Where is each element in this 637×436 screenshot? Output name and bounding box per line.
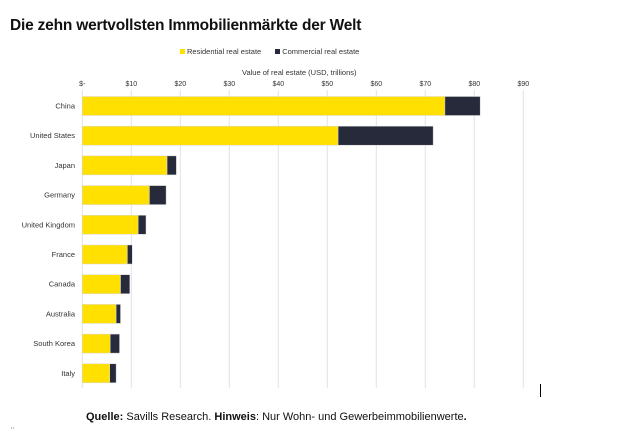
bar-residential — [82, 304, 117, 324]
x-tick-label: $60 — [370, 81, 382, 88]
bar-commercial — [137, 215, 147, 235]
legend-label-residential: Residential real estate — [187, 47, 262, 56]
legend-swatch-residential — [180, 49, 185, 54]
y-category-label: Germany — [44, 191, 75, 200]
bar-commercial — [127, 244, 133, 265]
y-category-label: France — [52, 250, 75, 259]
bar-residential — [82, 185, 150, 205]
y-category-label: China — [55, 102, 75, 111]
legend-label-commercial: Commercial real estate — [282, 47, 360, 56]
footer-end: . — [463, 411, 467, 423]
stray-mark: ¨ — [11, 426, 14, 436]
x-tick-label: $20 — [174, 81, 186, 88]
y-category-label: Japan — [55, 161, 75, 170]
x-tick-label: $40 — [272, 81, 284, 88]
legend-item-commercial: Commercial real estate — [275, 47, 359, 56]
x-tick-label: $10 — [125, 81, 137, 88]
bar-commercial — [337, 125, 434, 146]
legend: Residential real estate Commercial real … — [180, 47, 359, 56]
chart-title: Die zehn wertvollsten Immobilienmärkte d… — [10, 17, 362, 34]
bar-commercial — [149, 185, 167, 205]
legend-item-residential: Residential real estate — [180, 47, 261, 56]
x-tick-label: $80 — [468, 81, 480, 88]
bar-residential — [82, 96, 446, 116]
x-tick-label: $- — [79, 81, 86, 88]
bar-commercial — [115, 304, 121, 324]
text-cursor — [540, 384, 541, 397]
y-category-label: South Korea — [33, 339, 76, 348]
y-category-label: Canada — [49, 280, 76, 289]
y-category-label: United States — [30, 131, 75, 140]
x-tick-label: $70 — [419, 81, 431, 88]
legend-swatch-commercial — [275, 49, 281, 54]
source-text: Savills Research. — [123, 411, 215, 423]
x-axis-title-text: Value of real estate (USD, trillions) — [242, 68, 357, 77]
bar-residential — [82, 125, 339, 146]
x-tick-label: $30 — [223, 81, 235, 88]
footer-note: Quelle: Savills Research. Hinweis: Nur W… — [86, 411, 467, 423]
note-text: : Nur Wohn- und Gewerbeimmobilienwerte — [255, 411, 464, 423]
bar-residential — [82, 215, 139, 235]
bar-residential — [82, 274, 121, 294]
source-label: Quelle: — [86, 411, 124, 423]
x-tick-label: $90 — [517, 81, 529, 88]
bar-commercial — [109, 333, 120, 354]
x-tick-label: $50 — [321, 81, 333, 88]
bar-commercial — [120, 274, 131, 294]
y-category-label: United Kingdom — [22, 220, 75, 229]
bar-residential — [82, 363, 110, 384]
bar-commercial — [166, 155, 177, 176]
y-category-label: Italy — [61, 369, 75, 378]
bar-commercial — [109, 363, 117, 384]
bar-residential — [82, 155, 168, 176]
note-label: Hinweis — [214, 411, 256, 423]
bar-residential — [82, 333, 111, 354]
bar-residential — [82, 244, 128, 265]
y-category-label: Australia — [46, 309, 76, 318]
bar-commercial — [444, 96, 481, 116]
